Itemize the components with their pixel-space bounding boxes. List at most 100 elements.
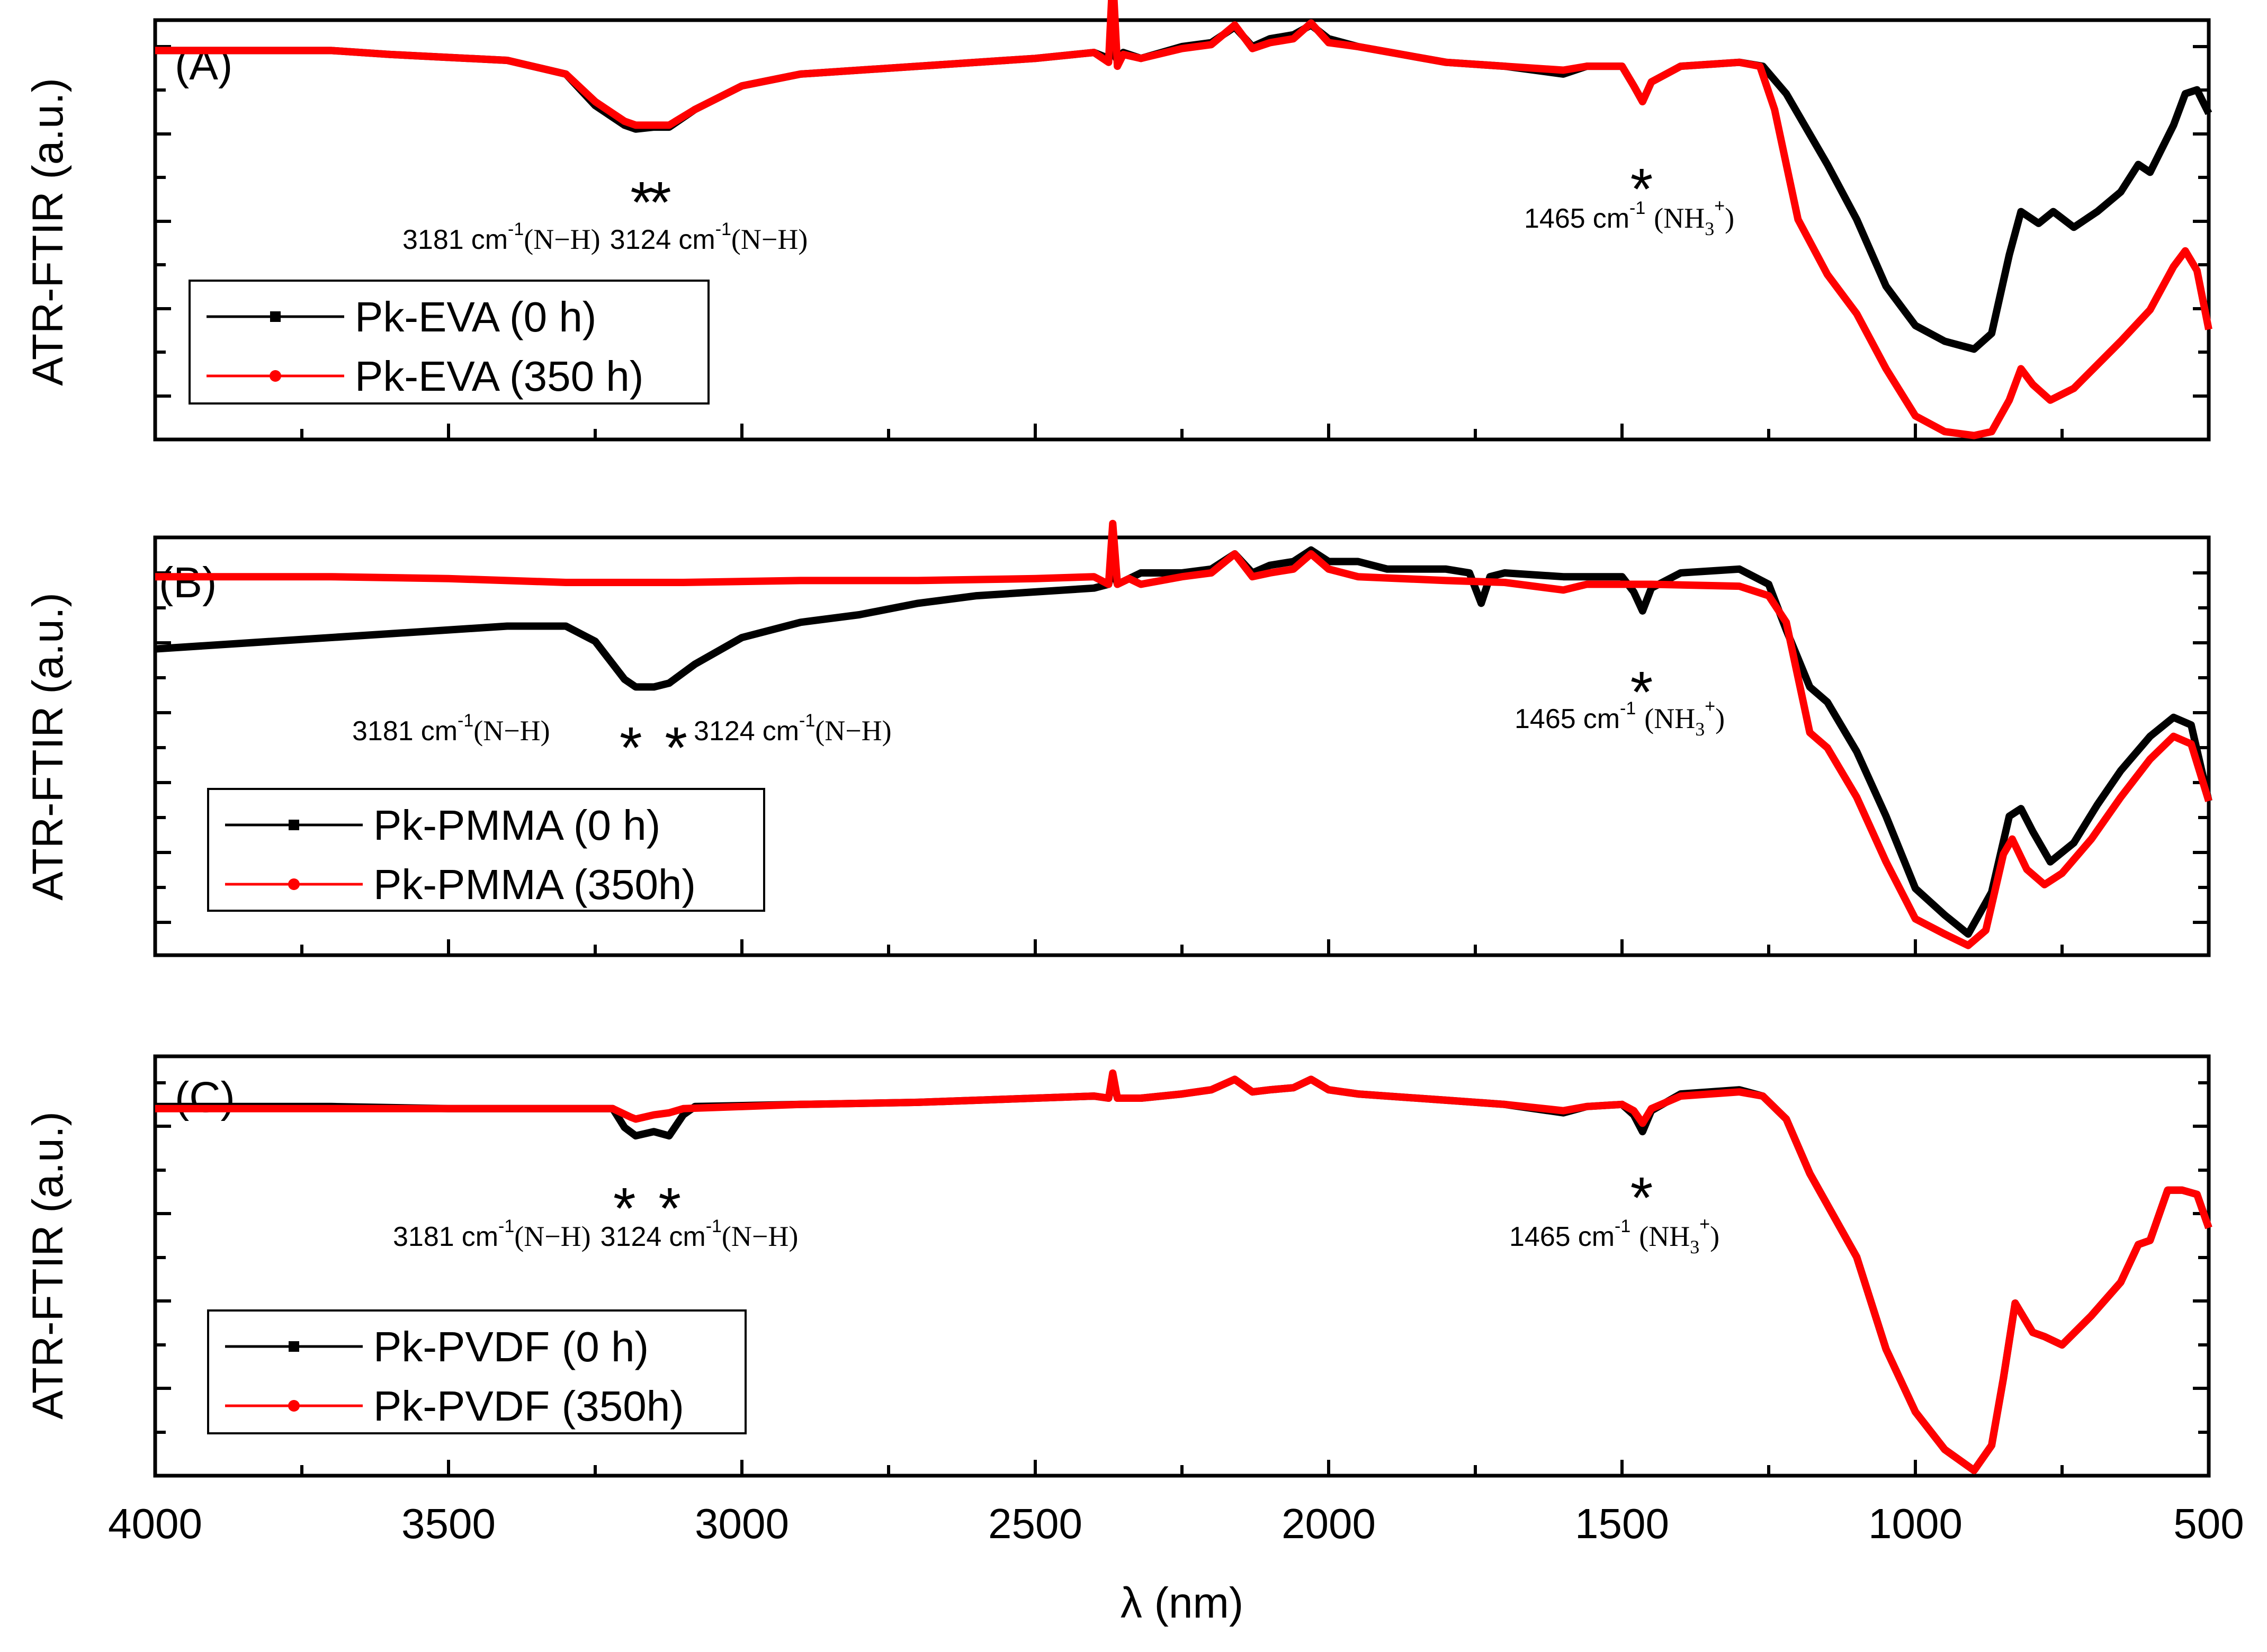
- panel-c-nh3-unit: cm: [1578, 1222, 1615, 1252]
- panel-a-nh3-close: ): [1725, 202, 1734, 234]
- panel-c-series-1: [155, 1069, 2212, 1475]
- panel-c: ATR-FTIR (a.u.) (C) * * 3181 cm-1(N−H) 312…: [24, 1054, 2212, 1478]
- panel-b-nh-annotation-left: 3181 cm-1(N−H): [352, 711, 550, 747]
- panel-b-legend-marker-1: [288, 878, 300, 890]
- panel-a-nh-unit1: cm: [471, 225, 508, 255]
- panel-c-x-ticks: [300, 1460, 2064, 1476]
- panel-a-nh3-sup: +: [1714, 196, 1725, 216]
- panel-c-nh-unit2: cm: [669, 1222, 705, 1252]
- panel-a-legend-marker-1: [270, 370, 281, 382]
- panel-c-nh3-assign: (NH: [1639, 1220, 1690, 1252]
- panel-a-series-1: [155, 0, 2212, 439]
- panel-a-nh3-exp: -1: [1629, 198, 1645, 218]
- x-tick-label: 1000: [1868, 1500, 1963, 1547]
- panel-b: ATR-FTIR (a.u.) (B) 3181 cm-1(N−H) * * 31…: [24, 519, 2212, 957]
- panel-c-nh3-exp: -1: [1615, 1216, 1630, 1236]
- panel-a-legend: Pk-EVA (0 h) Pk-EVA (350 h): [189, 280, 710, 405]
- x-tick-label: 2000: [1282, 1500, 1376, 1547]
- panel-b-series-1: [155, 519, 2212, 949]
- panel-a-nh-exp1: -1: [508, 219, 524, 239]
- panel-c-nh-wn1: 3181: [393, 1222, 454, 1252]
- panel-b-nh3-exp: -1: [1620, 698, 1636, 719]
- panel-b-nh3-wn: 1465: [1515, 704, 1576, 734]
- panel-c-legend-label-0: Pk-PVDF (0 h): [373, 1323, 649, 1370]
- panel-b-nh3-unit: cm: [1583, 704, 1620, 734]
- x-tick-label: 500: [2173, 1500, 2244, 1547]
- panel-b-nh-wn1: 3181: [352, 716, 414, 747]
- panel-c-legend-marker-1: [288, 1400, 300, 1412]
- panel-a-nh-annotation: 3181 cm-1(N−H) 3124 cm-1(N−H): [402, 219, 808, 255]
- panel-c-legend-marker-0: [289, 1341, 299, 1352]
- panel-c-nh3-star: *: [1630, 1165, 1653, 1231]
- panel-b-label: (B): [159, 559, 217, 607]
- panel-c-nh3-wn: 1465: [1509, 1222, 1571, 1252]
- x-tick-label: 3500: [401, 1500, 496, 1547]
- panel-b-nh3-star: *: [1630, 660, 1653, 725]
- panel-c-y-axis-label: ATR-FTIR (a.u.): [24, 1111, 72, 1420]
- panel-a-nh3-unit: cm: [1593, 203, 1629, 234]
- panel-a-nh3-star: *: [1630, 157, 1653, 222]
- panel-a-nh3-sub: 3: [1705, 218, 1714, 239]
- panel-b-legend-label-0: Pk-PMMA (0 h): [373, 802, 660, 849]
- panel-b-nh-annotation-right: 3124 cm-1(N−H): [694, 711, 892, 747]
- panel-b-nh3-sub: 3: [1695, 719, 1705, 740]
- panel-a: ATR-FTIR (a.u.) (A) ** 3181 cm-1(N−H) 3124…: [24, 0, 2212, 442]
- x-tick-label: 3000: [695, 1500, 789, 1547]
- panel-c-label: (C): [175, 1073, 235, 1121]
- panel-c-legend-label-1: Pk-PVDF (350h): [373, 1382, 684, 1430]
- panel-c-nh3-close: ): [1710, 1220, 1719, 1252]
- x-tick-label: 2500: [988, 1500, 1082, 1547]
- panel-b-legend-marker-0: [289, 820, 299, 830]
- x-axis-label: λ (nm): [1121, 1579, 1243, 1627]
- panel-c-nh-stars: * *: [613, 1176, 684, 1241]
- panel-c-legend: Pk-PVDF (0 h) Pk-PVDF (350h): [207, 1309, 747, 1434]
- panel-b-nh-assign2: (N−H): [815, 715, 891, 747]
- panel-b-x-ticks: [300, 939, 2064, 955]
- panel-c-series-1-line: [155, 1069, 2212, 1475]
- panel-a-nh3-assign: (NH: [1654, 202, 1705, 234]
- panel-c-nh-wn2: 3124: [601, 1222, 662, 1252]
- panel-c-nh-unit1: cm: [462, 1222, 498, 1252]
- panel-a-nh3-annotation: 1465 cm-1 (NH3+): [1524, 196, 1734, 239]
- panel-b-legend: Pk-PMMA (0 h) Pk-PMMA (350h): [207, 788, 765, 912]
- panel-b-y-axis-label: ATR-FTIR (a.u.): [24, 592, 72, 901]
- panel-c-nh-exp2: -1: [706, 1216, 722, 1236]
- panel-c-nh3-sup: +: [1699, 1214, 1710, 1234]
- panel-c-nh3-annotation: 1465 cm-1 (NH3+): [1509, 1214, 1719, 1258]
- panel-b-nh-exp1: -1: [458, 711, 473, 731]
- panel-a-nh-wn1: 3181: [402, 225, 464, 255]
- panel-c-nh-annotation: 3181 cm-1(N−H) 3124 cm-1(N−H): [393, 1216, 798, 1252]
- panel-b-nh-stars: * *: [620, 715, 691, 780]
- panel-a-nh-assign2: (N−H): [731, 223, 808, 255]
- panel-c-nh-exp1: -1: [498, 1216, 514, 1236]
- panel-a-x-ticks: [300, 424, 2064, 439]
- panel-a-legend-label-0: Pk-EVA (0 h): [355, 293, 596, 340]
- panel-b-series-1-line: [155, 519, 2212, 949]
- panel-a-y-axis-label: ATR-FTIR (a.u.): [24, 78, 72, 386]
- panel-a-nh-assign1: (N−H): [524, 223, 600, 255]
- panel-a-nh3-wn: 1465: [1524, 203, 1585, 234]
- panel-b-nh3-close: ): [1715, 703, 1725, 734]
- panel-b-nh-unit2: cm: [763, 716, 799, 747]
- panel-c-nh-assign2: (N−H): [722, 1220, 798, 1252]
- panel-b-nh-exp2: -1: [799, 711, 815, 731]
- panel-c-nh3-sub: 3: [1690, 1236, 1699, 1258]
- panel-a-series-1-line: [155, 0, 2212, 439]
- panel-a-nh-wn2: 3124: [610, 225, 671, 255]
- panel-a-nh-unit2: cm: [678, 225, 715, 255]
- x-tick-label: 4000: [108, 1500, 202, 1547]
- x-axis-tick-labels: 4000 3500 3000 2500 2000 1500 1000 500: [108, 1500, 2244, 1547]
- panel-c-legend-box: [207, 1309, 747, 1434]
- panel-a-nh-exp2: -1: [715, 219, 731, 239]
- panel-a-legend-box: [189, 280, 710, 405]
- panel-b-nh-wn2: 3124: [694, 716, 755, 747]
- panel-b-nh3-annotation: 1465 cm-1 (NH3+): [1515, 696, 1725, 740]
- panel-b-nh3-assign: (NH: [1644, 703, 1695, 734]
- panel-b-nh-unit1: cm: [421, 716, 458, 747]
- panel-b-nh3-sup: +: [1705, 696, 1715, 716]
- panel-a-legend-label-1: Pk-EVA (350 h): [355, 353, 643, 400]
- panel-b-legend-box: [207, 788, 765, 912]
- panel-b-nh-assign1: (N−H): [473, 715, 550, 747]
- panel-b-legend-label-1: Pk-PMMA (350h): [373, 861, 696, 908]
